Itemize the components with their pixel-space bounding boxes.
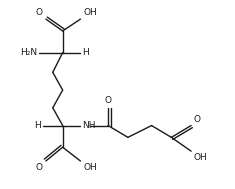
Text: O: O <box>193 115 200 124</box>
Text: H: H <box>34 121 41 130</box>
Text: O: O <box>105 96 112 105</box>
Text: NH: NH <box>82 121 96 130</box>
Text: O: O <box>36 8 43 17</box>
Text: OH: OH <box>83 8 97 17</box>
Text: H: H <box>82 48 89 57</box>
Text: O: O <box>36 163 43 172</box>
Text: H₂N: H₂N <box>20 48 37 57</box>
Text: OH: OH <box>83 163 97 172</box>
Text: OH: OH <box>193 153 207 162</box>
